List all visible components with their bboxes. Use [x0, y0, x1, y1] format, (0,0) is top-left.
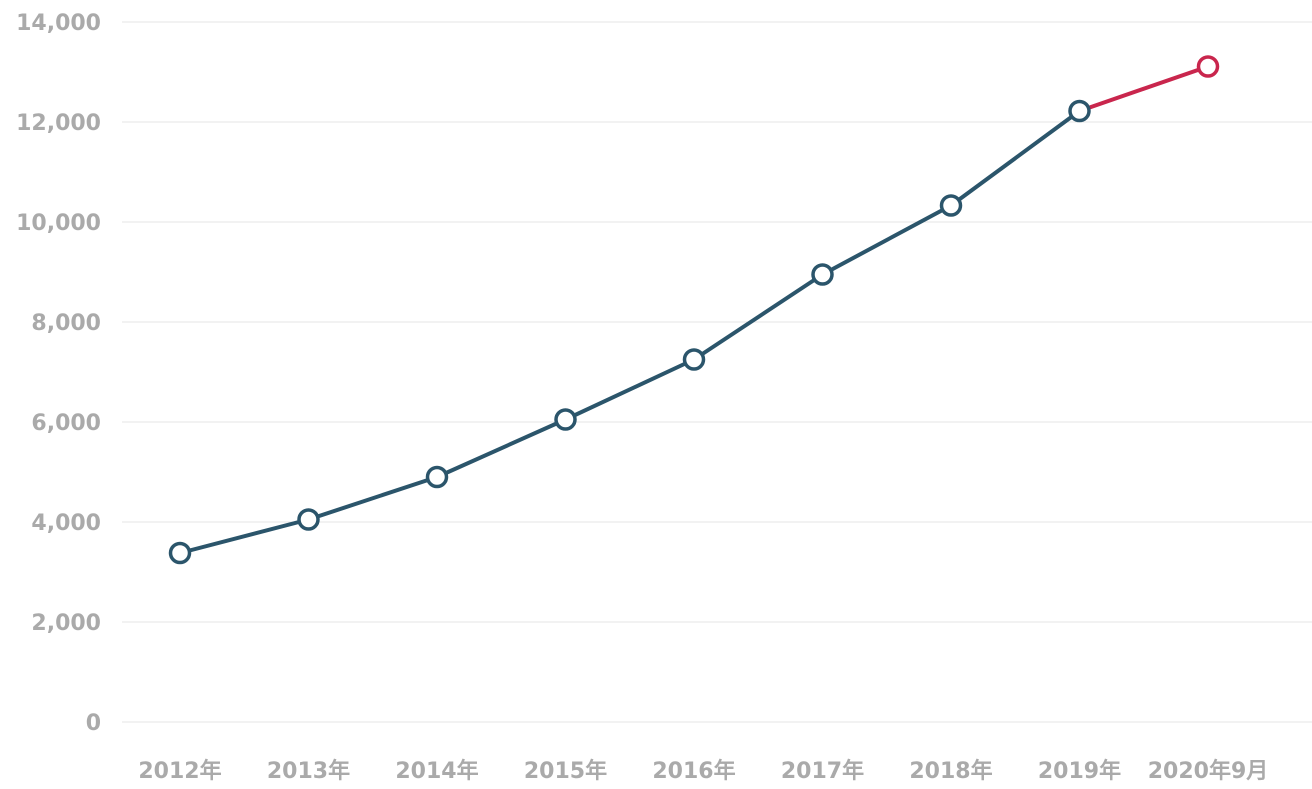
- data-point: [554, 408, 577, 431]
- series-line: [1077, 64, 1210, 113]
- y-tick-label: 4,000: [31, 511, 101, 536]
- series: [168, 55, 1220, 565]
- data-point: [939, 194, 963, 217]
- data-point: [425, 465, 449, 489]
- y-tick-label: 2,000: [31, 611, 101, 636]
- y-tick-label: 6,000: [31, 411, 101, 436]
- y-tick-label: 10,000: [16, 211, 101, 236]
- y-tick-label: 0: [86, 711, 101, 736]
- data-point: [811, 263, 834, 286]
- x-tick-label: 2018年: [909, 758, 992, 784]
- x-tick-label: 2016年: [652, 758, 735, 784]
- x-axis: 2012年 2013年 2014年 2015年 2016年 2017年 2018年 2019年…: [138, 758, 1268, 784]
- y-tick-label: 8,000: [31, 311, 101, 336]
- x-tick-label: 2017年: [781, 758, 864, 784]
- x-tick-label: 2013年: [267, 758, 350, 784]
- data-point: [168, 541, 192, 565]
- x-tick-label: 2020年9月: [1148, 758, 1269, 784]
- data-point: [682, 348, 706, 371]
- y-tick-label: 12,000: [16, 111, 101, 136]
- y-tick-label: 14,000: [16, 11, 101, 36]
- data-point: [1068, 99, 1091, 123]
- x-tick-label: 2014年: [395, 758, 478, 784]
- gridlines: [122, 21, 1312, 723]
- data-point: [1196, 55, 1220, 78]
- series-line: [178, 109, 1082, 555]
- x-tick-label: 2019年: [1038, 758, 1121, 784]
- x-tick-label: 2012年: [138, 758, 221, 784]
- data-point: [297, 508, 320, 531]
- x-tick-label: 2015年: [524, 758, 607, 784]
- y-axis: 0 2,000 4,000 6,000 8,000 10,000 12,000 14,000: [16, 11, 101, 736]
